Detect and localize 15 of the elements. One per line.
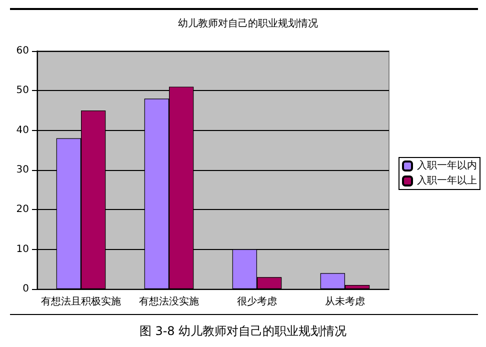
x-tick-label: 有想法没实施 xyxy=(139,296,199,308)
y-tick-label: 60 xyxy=(16,46,29,56)
y-tick-label: 30 xyxy=(16,164,29,176)
x-tick-label: 很少考虑 xyxy=(237,296,277,308)
y-tick-label: 10 xyxy=(16,244,29,255)
y-tick-label: 50 xyxy=(16,85,29,96)
legend-label: 入职一年以内 xyxy=(417,160,477,172)
y-tick-label: 0 xyxy=(22,284,29,294)
legend-label: 入职一年以上 xyxy=(417,174,477,186)
x-tick-label: 从未考虑 xyxy=(325,296,365,308)
y-tick-label: 20 xyxy=(16,204,29,216)
caption: 图 3-8 幼儿教师对自己的职业规划情况 xyxy=(139,324,347,338)
chart-title: 幼儿教师对自己的职业规划情况 xyxy=(178,18,318,30)
x-tick-label: 有想法且积极实施 xyxy=(41,296,121,308)
y-tick-label: 40 xyxy=(16,124,29,136)
